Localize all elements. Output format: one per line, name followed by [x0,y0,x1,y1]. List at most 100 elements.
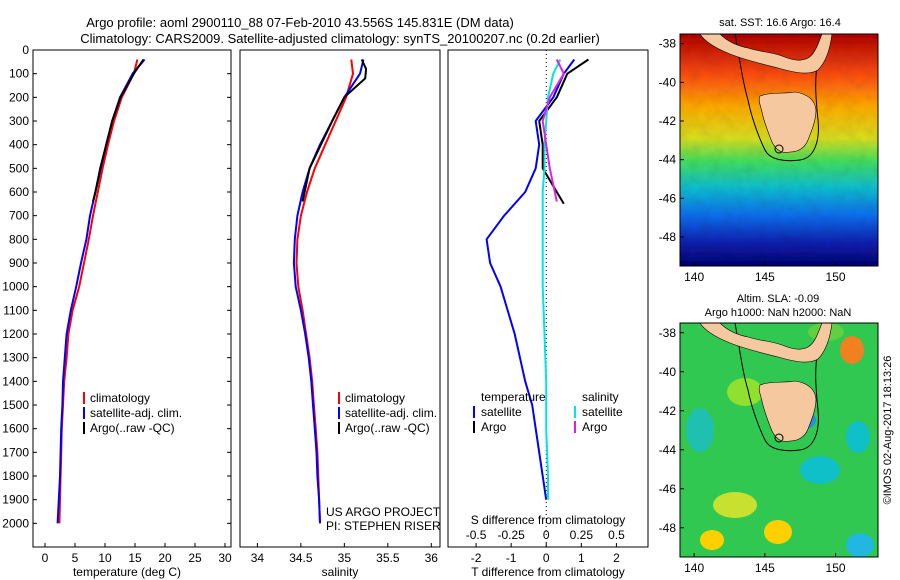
temperature-series-lines [56,58,146,524]
lon-tick-label: 145 [755,270,775,284]
figure-title-line1: Argo profile: aoml 2900110_88 07-Feb-201… [86,15,514,30]
sla-map-title-line2: Argo h1000: NaN h2000: NaN [705,307,852,319]
sst-map-title: sat. SST: 16.6 Argo: 16.4 [719,17,841,29]
legend-climatology-label: climatology [345,391,405,405]
salinity-panel: 34 34.5 35 35.5 36 salinity climatology sate… [239,49,441,579]
sla-feature [764,520,792,544]
sla-map-title-line1: Altim. SLA: -0.09 [737,293,820,305]
depth-tick-label: 2000 [2,516,29,530]
x-tick-label: 25 [188,551,202,565]
depth-tick-label: 800 [9,232,29,246]
s-tick-label: -0.5 [466,528,487,542]
sla-lon-axis: 140 145 150 [684,553,846,575]
argo-float-marker [774,144,784,154]
legend-salinity-header: salinity [582,390,619,404]
depth-tick-label: 1500 [2,398,29,412]
sst-map-panel: sat. SST: 16.6 Argo: 16.4 -38 -40 -42 -44 -4… [659,17,879,284]
s-tick-label: -0.25 [497,528,525,542]
series-line-argo-raw-qc- [92,58,145,202]
x-tick-label: 1 [578,551,585,565]
lat-tick-label: -44 [659,153,677,167]
sst-map-frame [679,33,879,267]
temperature-plot-frame [32,49,232,548]
x-tick-label: -2 [471,551,482,565]
temperature-x-axis: 0 5 10 15 20 25 30 [42,543,232,565]
depth-tick-label: 1900 [2,493,29,507]
sst-lon-axis: 140 145 150 [684,262,846,284]
depth-tick-label: 1000 [2,280,29,294]
salinity-legend: climatology satellite-adj. clim. Argo(..… [338,391,437,435]
depth-tick-label: 1200 [2,327,29,341]
temperature-xlabel: temperature (deg C) [73,565,181,579]
sla-map-panel: Altim. SLA: -0.09 Argo h1000: NaN h2000:… [659,293,894,575]
depth-tick-label: 1300 [2,351,29,365]
sla-map-frame [679,322,879,558]
depth-tick-label: 0 [22,43,29,57]
x-tick-label: 30 [218,551,232,565]
depth-tick-label: 400 [9,138,29,152]
depth-tick-label: 100 [9,67,29,81]
salinity-plot-frame [239,49,441,548]
imos-timestamp: ©IMOS 02-Aug-2017 18:13:26 [882,356,894,505]
x-tick-label: 5 [72,551,79,565]
legend-argo-label: Argo(..raw -QC) [90,421,175,435]
victoria-coast [699,323,833,363]
sla-feature [846,421,870,453]
x-tick-label: 35 [338,551,352,565]
legend-s-argo-label: Argo [582,420,608,434]
lat-tick-label: -42 [659,114,677,128]
lat-tick-label: -48 [659,230,677,244]
x-tick-label: 36 [425,551,439,565]
lat-tick-label: -40 [659,75,677,89]
temperature-panel: 0100200300400500600700800900100011001200… [2,43,232,579]
x-tick-label: 10 [98,551,112,565]
lat-tick-label: -46 [659,191,677,205]
sla-field [680,323,878,557]
s-tick-label: 0.25 [570,528,594,542]
sla-feature [686,408,714,452]
difference-legend: temperature satellite Argo salinity sate… [473,390,623,434]
lon-tick-label: 145 [755,561,775,575]
project-credit-line1: US ARGO PROJECT [326,505,441,519]
sst-lat-axis: -38 -40 -42 -44 -46 -48 [659,37,684,244]
t-difference-x-axis: -2 -1 0 1 2 [471,543,620,565]
lat-tick-label: -44 [659,443,677,457]
project-credit-line2: PI: STEPHEN RISER [326,519,441,533]
salinity-series-lines [292,59,368,524]
x-tick-label: 0 [543,551,550,565]
legend-climatology-label: climatology [90,391,150,405]
series-line-argo-raw-qc- [301,59,368,202]
legend-satellite-label: satellite-adj. clim. [90,406,182,420]
depth-tick-label: 600 [9,185,29,199]
legend-argo-label: Argo(..raw -QC) [345,421,430,435]
depth-tick-label: 200 [9,90,29,104]
lon-tick-label: 140 [684,561,704,575]
series-line-t-argo [538,58,589,205]
legend-satellite-label: satellite-adj. clim. [345,406,437,420]
legend-t-argo-label: Argo [481,420,507,434]
depth-tick-label: 1600 [2,422,29,436]
depth-tick-label: 900 [9,256,29,270]
depth-tick-label: 300 [9,114,29,128]
x-tick-label: 34 [251,551,265,565]
legend-s-satellite-label: satellite [582,405,623,419]
s-difference-axis-labels: -0.5 -0.25 0 0.25 0.5 [466,528,625,542]
lon-tick-label: 140 [684,270,704,284]
sla-feature [846,533,874,557]
salinity-xlabel: salinity [322,565,359,579]
lon-tick-label: 150 [826,561,846,575]
s-tick-label: 0.5 [608,528,625,542]
sla-feature [727,378,763,406]
depth-tick-label: 700 [9,209,29,223]
t-difference-xlabel: T difference from climatology [471,565,625,579]
lat-tick-label: -48 [659,521,677,535]
tasmania-landmass [758,380,817,442]
lat-tick-label: -40 [659,365,677,379]
series-line-t-satellite [485,58,576,500]
salinity-x-axis: 34 34.5 35 35.5 36 [251,543,439,565]
figure-title-line2: Climatology: CARS2009. Satellite-adjuste… [80,31,600,46]
lat-tick-label: -42 [659,404,677,418]
temperature-legend: climatology satellite-adj. clim. Argo(..… [83,391,182,435]
lat-tick-label: -38 [659,37,677,51]
lat-tick-label: -38 [659,326,677,340]
